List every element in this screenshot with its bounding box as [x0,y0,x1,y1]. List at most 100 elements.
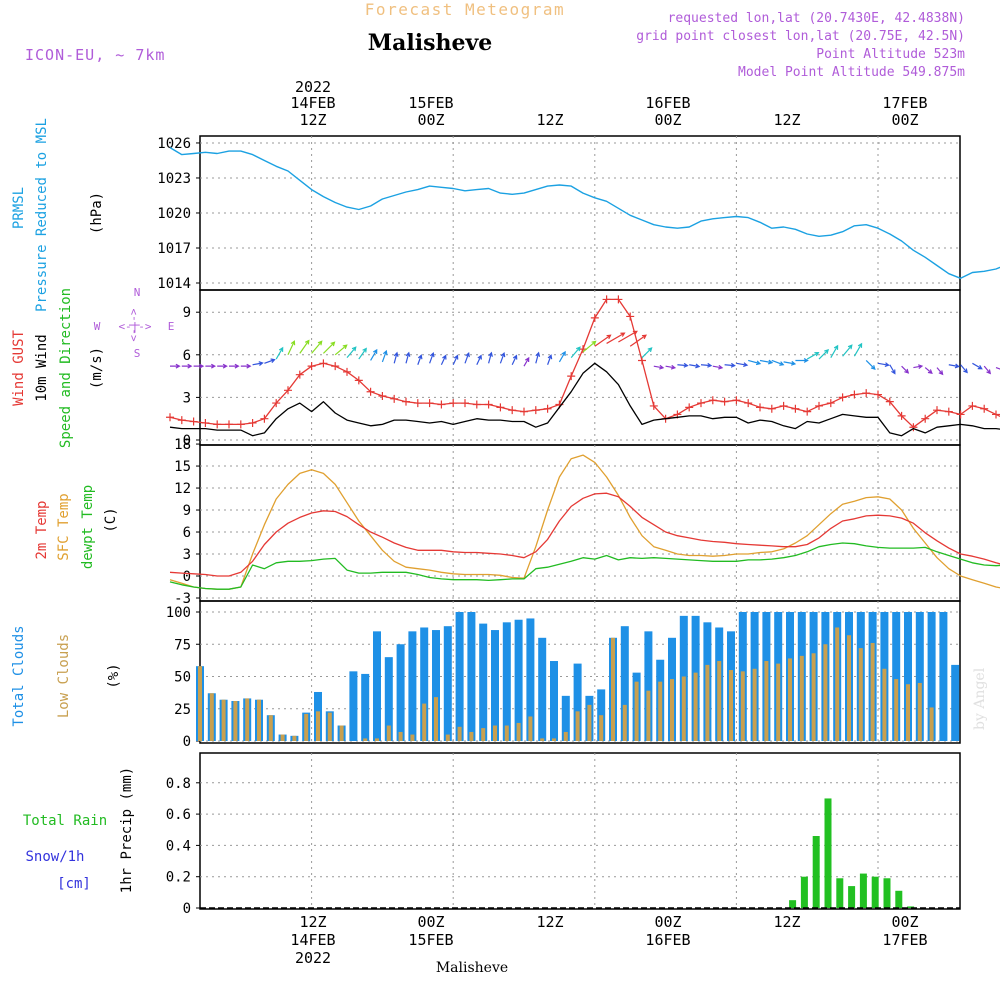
wind-vector-arrow [795,358,809,363]
cloud-unit: (%) [106,663,122,688]
total-cloud-bar [420,627,429,741]
gust-marker [472,400,481,409]
total-cloud-bar [644,631,653,741]
y-tick-label: 1020 [157,206,191,222]
pressure-label-2: Pressure Reduced to MSL [34,118,50,312]
wind-vector-arrow [558,350,566,363]
wind-vector-arrow [264,358,276,364]
low-cloud-bar [634,681,639,741]
gust-marker [319,359,328,368]
wind-direction-vectors [170,330,1000,376]
gust-marker [744,399,753,408]
y-tick-label: 75 [174,637,191,653]
rain-bar [848,886,856,908]
total-cloud-bar [455,612,464,741]
low-cloud-bar [304,713,309,741]
total-cloud-bar [502,622,511,741]
wind-vector-arrow [818,349,830,360]
low-cloud-bar [882,668,887,741]
wind-vector-arrow [582,340,597,353]
low-cloud-bar [599,715,604,741]
gust-marker [284,386,292,395]
gust-marker [248,418,257,427]
sfc-temp-line [169,454,1000,590]
low-cloud-bar [717,661,722,741]
grid-layer [200,136,960,909]
low-cloud-bar [587,704,592,741]
wind-vector-arrow [889,364,896,375]
gust-marker [189,417,198,426]
wind-vector-arrow [806,351,820,360]
wind-vector-arrow [983,365,992,375]
tick-label-layer: 101410171020102310260369-303691215180255… [157,136,200,917]
total-cloud-bar [915,612,924,741]
gust-marker [449,399,458,408]
rain-bar [836,878,844,908]
total-cloud-bar [514,619,523,741]
total-cloud-bar [538,637,547,741]
wind-vector-arrow [358,347,367,360]
y-tick-label: 100 [166,605,191,621]
top-date-label: 14FEB [290,94,335,112]
wind-vector-arrow [476,354,482,365]
wind-vector-arrow [948,363,960,369]
rain-bar [812,836,820,908]
gust-marker [885,397,894,406]
gust-marker [343,367,351,376]
low-cloud-bar [835,627,840,741]
gust-marker [992,410,1000,419]
wind-vector-arrow [995,367,1000,370]
rain-bar [789,900,797,908]
low-cloud-bar [929,707,934,741]
wind-dir-label: Speed and Direction [58,288,74,448]
wind-vector-arrow [547,354,553,365]
compass-south: S [134,347,141,360]
y-tick-label: 1017 [157,241,191,257]
wind-vector-arrow [240,363,252,369]
wind-series [166,295,1000,437]
low-cloud-bar [339,725,344,741]
low-cloud-bar [469,731,474,741]
gust-marker [177,416,186,425]
top-date-label: 17FEB [882,94,927,112]
low-cloud-bar [847,635,851,741]
low-cloud-bar [528,716,533,741]
low-cloud-bar [316,711,320,741]
bottom-time-label: 12Z [773,913,800,931]
wind-vector-arrow [618,330,638,343]
wind-vector-arrow [853,342,863,357]
low-cloud-bar [894,679,899,741]
low-cloud-bar [292,735,297,741]
top-time-axis: 2022 14FEB 12Z 15FEB 00Z 12Z 16FEB 00Z 1… [290,78,927,129]
low-cloud-label: Low Clouds [56,634,72,718]
wind-vector-arrow [287,340,296,356]
wind-vector-arrow [499,351,506,364]
low-cloud-bar [422,703,427,741]
wind-vector-arrow [641,347,653,359]
y-tick-label: 1023 [157,171,191,187]
rain-bar [800,876,808,908]
model-altitude: Model Point Altitude 549.875m [738,65,965,80]
wind-vector-arrow [653,364,665,370]
wind-vector-arrow [181,363,193,369]
y-tick-label: 0 [183,734,191,750]
y-tick-label: 25 [174,702,191,718]
gust-marker [496,403,505,412]
wind-vector-arrow [736,362,749,368]
gust-marker [779,401,788,410]
total-cloud-bar [927,612,936,741]
gust-marker [390,394,399,403]
low-cloud-bar [245,698,250,741]
low-cloud-bar [375,738,379,741]
total-cloud-bar [573,663,582,741]
low-cloud-bar [280,734,285,741]
wind-vector-arrow [677,362,689,368]
wind-vector-arrow [913,364,924,370]
pressure-label-1: PRMSL [11,187,27,229]
y-tick-label: 6 [183,348,191,364]
gust-marker [213,420,222,429]
top-time-label: 00Z [654,111,681,129]
gust-marker [378,391,387,400]
low-cloud-bar [611,637,615,741]
gust-marker [543,404,552,413]
